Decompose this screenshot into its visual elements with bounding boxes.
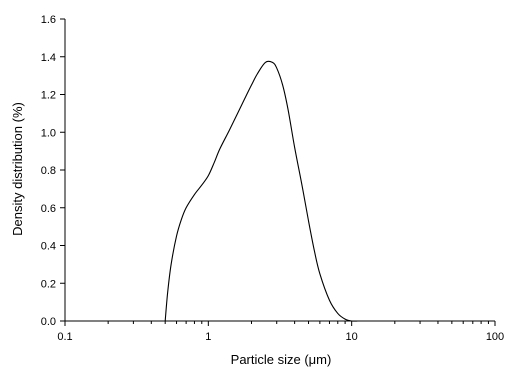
y-tick-label: 1.4 bbox=[41, 52, 56, 64]
y-tick-label: 1.0 bbox=[41, 127, 56, 139]
y-tick-label: 0.4 bbox=[41, 241, 56, 253]
y-tick-label: 0.8 bbox=[41, 165, 56, 177]
y-axis-label: Density distribution (%) bbox=[10, 102, 25, 236]
series-line-0 bbox=[164, 60, 358, 322]
x-tick-label: 100 bbox=[486, 331, 504, 343]
x-tick-label: 10 bbox=[346, 331, 358, 343]
y-tick-label: 0.6 bbox=[41, 203, 56, 215]
y-tick-label: 1.6 bbox=[41, 14, 56, 26]
y-tick-label: 0.0 bbox=[41, 316, 56, 328]
y-tick-label: 1.2 bbox=[41, 90, 56, 102]
x-tick-label: 0.1 bbox=[57, 331, 72, 343]
y-tick-label: 0.2 bbox=[41, 278, 56, 290]
x-tick-label: 1 bbox=[205, 331, 211, 343]
x-axis-label: Particle size (μm) bbox=[231, 352, 332, 367]
